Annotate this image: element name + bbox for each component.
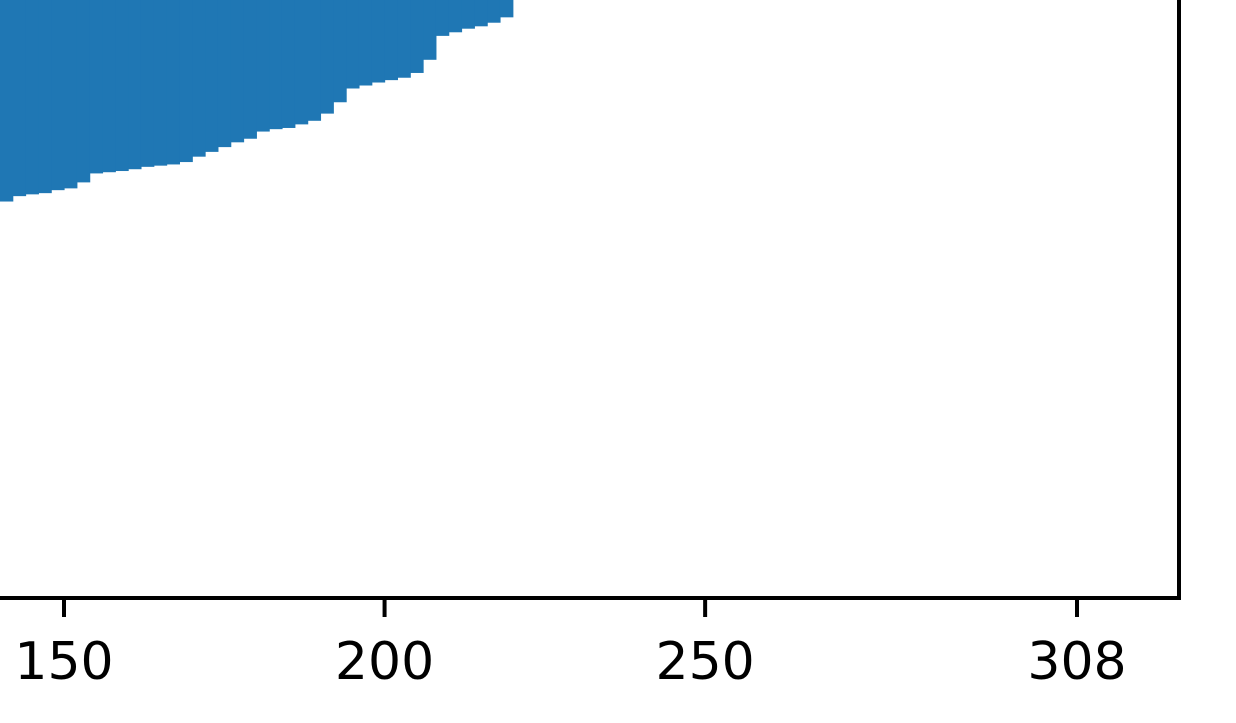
area-step-0-1	[12, 0, 27, 197]
area-step-0-35	[448, 0, 463, 33]
x-tick-label-0: 150	[14, 632, 113, 692]
area-step-0-5	[64, 0, 78, 189]
area-step-0-36	[461, 0, 475, 29]
area-step-0-17	[217, 0, 232, 148]
area-step-0-33	[423, 0, 437, 60]
area-step-0-20	[256, 0, 270, 132]
area-step-0-19	[243, 0, 257, 139]
area-step-0-16	[205, 0, 219, 152]
area-step-0-7	[89, 0, 104, 174]
x-tick-label-2: 250	[656, 632, 755, 692]
area-step-0-9	[115, 0, 129, 172]
area-step-0-37	[474, 0, 488, 27]
area-step-0-27	[346, 0, 360, 89]
area-step-0-26	[333, 0, 347, 103]
area-step-0-31	[397, 0, 411, 78]
area-step-0-15	[192, 0, 206, 157]
area-step-0-25	[320, 0, 334, 114]
plot-area	[0, 0, 514, 202]
area-step-0-11	[140, 0, 155, 167]
area-step-0-39	[499, 0, 514, 18]
x-tick-label-3: 308	[1027, 632, 1126, 692]
area-step-0-22	[281, 0, 296, 128]
x-tick-label-1: 200	[335, 632, 434, 692]
area-step-0-34	[435, 0, 450, 36]
area-step-0-0	[0, 0, 14, 202]
area-step-0-30	[384, 0, 398, 81]
area-step-0-28	[358, 0, 373, 86]
area-step-0-8	[102, 0, 116, 173]
area-step-0-3	[38, 0, 52, 194]
area-step-0-12	[153, 0, 168, 166]
area-step-0-24	[307, 0, 322, 121]
area-step-0-2	[25, 0, 39, 195]
area-step-0-10	[128, 0, 142, 170]
area-step-0-14	[179, 0, 193, 163]
area-step-0-32	[410, 0, 424, 73]
area-step-0-13	[166, 0, 180, 165]
area-step-0-21	[269, 0, 283, 130]
area-step-0-29	[371, 0, 386, 83]
area-step-0-38	[487, 0, 501, 23]
area-step-0-18	[230, 0, 245, 143]
area-step-0-23	[294, 0, 309, 125]
area-step-0-4	[51, 0, 65, 191]
x-ticks: 150 200 250 308	[14, 598, 1127, 692]
area-step-0-6	[76, 0, 91, 183]
